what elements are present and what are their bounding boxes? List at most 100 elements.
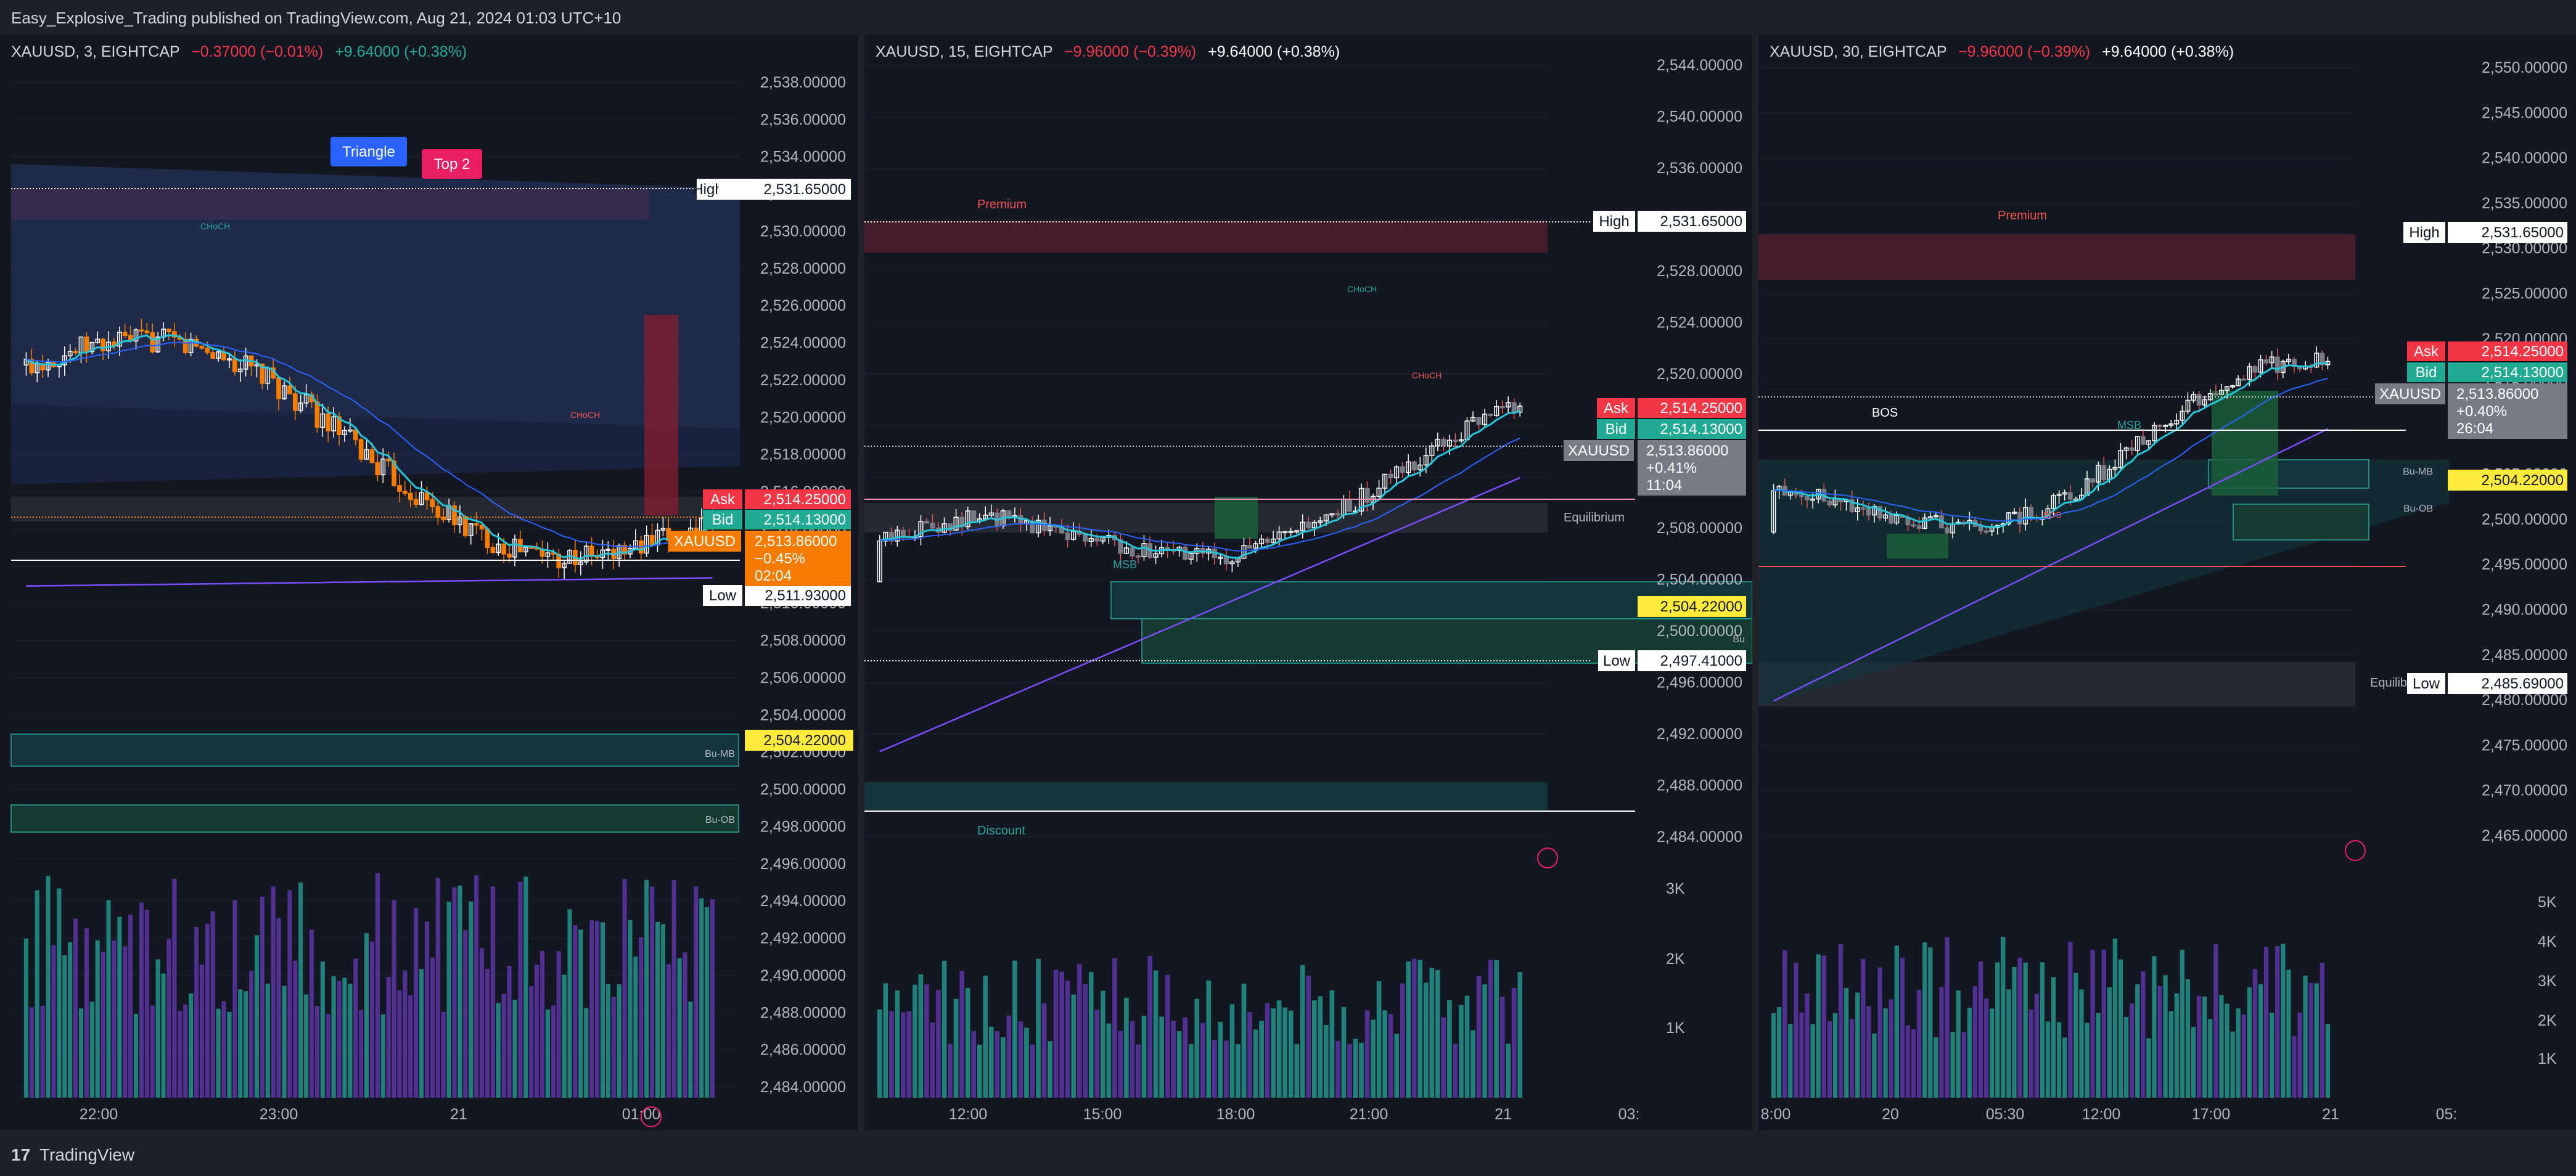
volume-bar bbox=[2168, 1011, 2173, 1098]
candle-body bbox=[2219, 390, 2224, 395]
volume-bar bbox=[1024, 1027, 1029, 1098]
volume-bar bbox=[139, 902, 144, 1098]
msb-label: MSB bbox=[1113, 558, 1137, 571]
choch-label-2: CHoCH bbox=[570, 410, 600, 420]
volume-bar bbox=[589, 920, 594, 1098]
volume-bar bbox=[221, 1001, 226, 1098]
volume-bar bbox=[1364, 1010, 1370, 1098]
level-tag bbox=[1638, 596, 1746, 617]
x-tick-label: 15:00 bbox=[1083, 1106, 1122, 1123]
y-tick-label: 2,484.00000 bbox=[1657, 828, 1742, 846]
candle-body bbox=[1300, 521, 1305, 531]
volume-bar bbox=[199, 964, 204, 1098]
volume-bar bbox=[232, 900, 237, 1098]
candle-body bbox=[2225, 386, 2229, 391]
volume-bar bbox=[1939, 987, 1944, 1098]
volume-bar bbox=[2135, 984, 2140, 1098]
bid-value: 2,514.13000 bbox=[1660, 421, 1742, 438]
candle-body bbox=[2241, 378, 2247, 381]
candle-body bbox=[1406, 461, 1411, 473]
candle-body bbox=[260, 363, 265, 384]
candle-body bbox=[1388, 473, 1393, 478]
candle-body bbox=[1517, 406, 1523, 413]
candle-body bbox=[1983, 530, 1989, 533]
volume-bar bbox=[2241, 1015, 2246, 1098]
low-tag bbox=[703, 585, 742, 606]
volume-bar bbox=[2292, 1036, 2297, 1098]
triangle-badge[interactable] bbox=[330, 137, 407, 166]
volume-bar bbox=[901, 1012, 906, 1098]
tradingview-brand[interactable]: TradingView bbox=[39, 1145, 135, 1164]
candle-body bbox=[237, 369, 243, 372]
volume-bar bbox=[1188, 1044, 1194, 1098]
candle-body bbox=[2101, 465, 2107, 480]
candle-body bbox=[644, 534, 649, 554]
y-tick-label: 2,522.00000 bbox=[760, 372, 846, 389]
volume-bar bbox=[1083, 984, 1088, 1098]
volume-bar bbox=[419, 969, 424, 1098]
equilibrium-zone bbox=[864, 503, 1548, 533]
candle-body bbox=[1883, 514, 1889, 519]
candle-body bbox=[380, 458, 386, 476]
chart-panel-2[interactable]: 2,544.000002,540.000002,536.000002,532.0… bbox=[864, 35, 1752, 1130]
volume-bar bbox=[539, 950, 545, 1098]
candle-body bbox=[490, 547, 496, 553]
volume-bar bbox=[688, 1002, 693, 1098]
volume-bar bbox=[1506, 1043, 1511, 1098]
candle-body bbox=[1827, 500, 1832, 506]
volume-bar bbox=[337, 981, 342, 1098]
ask-value-tag bbox=[1638, 398, 1746, 418]
replay-icon[interactable] bbox=[2345, 840, 2366, 861]
volume-bar bbox=[40, 1005, 45, 1098]
volume-tick-label: 1K bbox=[2538, 1050, 2557, 1068]
chart-panel-1[interactable]: 2,538.000002,536.000002,534.000002,532.0… bbox=[0, 35, 858, 1130]
volume-bar bbox=[1978, 961, 1983, 1098]
candle-body bbox=[84, 336, 89, 353]
volume-bar bbox=[271, 886, 276, 1098]
volume-bar bbox=[1176, 1031, 1182, 1098]
last-price-value: 2,513.86000 bbox=[2456, 386, 2538, 402]
volume-bar bbox=[78, 1008, 84, 1098]
last-price-change: +0.41% bbox=[1646, 460, 1697, 476]
volume-bar bbox=[1382, 1010, 1387, 1098]
volume-bar bbox=[238, 989, 243, 1098]
volume-bar bbox=[1877, 967, 1882, 1098]
candle-body bbox=[424, 492, 430, 500]
candle-body bbox=[1265, 538, 1270, 543]
volume-bar bbox=[1094, 1010, 1100, 1098]
volume-bar bbox=[941, 960, 947, 1098]
legend-change-2: +9.64000 (+0.38%) bbox=[1208, 43, 1340, 60]
y-tick-label: 2,470.00000 bbox=[2482, 782, 2567, 799]
tradingview-logo-icon[interactable]: 17 bbox=[11, 1145, 31, 1164]
chart-panel-3[interactable]: 2,550.00000 2,545.00000 2,540.00000 2,535.0… bbox=[1758, 35, 2576, 1130]
volume-bar bbox=[1271, 1008, 1276, 1098]
level-value: 2,504.22000 bbox=[2482, 472, 2564, 489]
candle-body bbox=[1382, 473, 1388, 489]
candle-body bbox=[2006, 512, 2011, 525]
volume-bar bbox=[1241, 984, 1247, 1098]
candle-body bbox=[948, 523, 953, 531]
choch-label-2: CHoCH bbox=[1412, 370, 1442, 380]
replay-icon[interactable] bbox=[641, 1106, 662, 1127]
candle-body bbox=[2185, 399, 2191, 412]
volume-bar bbox=[578, 929, 583, 1098]
candle-body bbox=[2213, 393, 2218, 396]
candle-body bbox=[1130, 547, 1135, 557]
replay-icon[interactable] bbox=[1537, 847, 1558, 868]
candle-body bbox=[1435, 438, 1440, 447]
volume-bar bbox=[2006, 989, 2011, 1098]
volume-bar bbox=[1294, 1043, 1300, 1098]
volume-bar bbox=[2202, 996, 2207, 1098]
volume-bar bbox=[2219, 995, 2224, 1098]
volume-bar bbox=[2068, 941, 2073, 1098]
symbol-tag-label: XAUUSD bbox=[1568, 443, 1630, 459]
candle-body bbox=[1135, 555, 1141, 558]
top2-badge[interactable] bbox=[422, 149, 482, 179]
bid-tag-label: Bid bbox=[712, 512, 734, 528]
volume-bar bbox=[1782, 950, 1787, 1098]
candle-body bbox=[2247, 366, 2252, 380]
candle-body bbox=[2180, 410, 2185, 421]
candle-body bbox=[1271, 538, 1276, 543]
volume-bar bbox=[84, 928, 89, 1098]
volume-bar bbox=[392, 899, 396, 1098]
